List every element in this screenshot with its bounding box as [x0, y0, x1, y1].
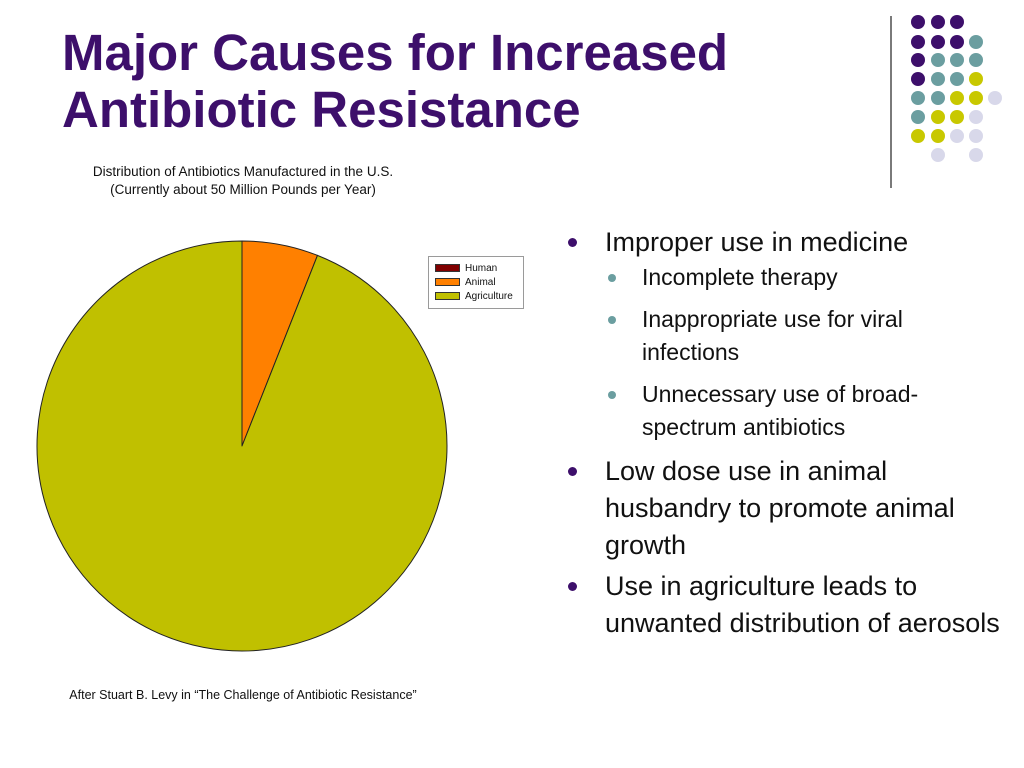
sub-bullet-incomplete-therapy: Incomplete therapy: [605, 261, 1005, 294]
decorative-dot: [950, 129, 964, 143]
bullet-dot-icon: [568, 467, 577, 476]
decorative-dot: [950, 53, 964, 67]
decorative-dot: [911, 110, 925, 124]
sub-bullet-text: Inappropriate use for viral infections: [642, 306, 903, 365]
decorative-dot: [911, 15, 925, 29]
decorative-dot: [988, 91, 1002, 105]
decorative-dot: [931, 129, 945, 143]
decorative-dot: [911, 53, 925, 67]
decorative-dot: [969, 72, 983, 86]
chart-title-line-1: Distribution of Antibiotics Manufactured…: [92, 164, 394, 179]
decorative-dot: [911, 72, 925, 86]
decorative-dot: [969, 129, 983, 143]
legend-swatch-human: [435, 264, 460, 272]
decorative-dot: [911, 91, 925, 105]
decorative-dot: [931, 110, 945, 124]
sub-bullet-viral-infections: Inappropriate use for viral infections: [605, 303, 1005, 369]
decorative-dot: [950, 15, 964, 29]
legend-item-agriculture: Agriculture: [435, 289, 523, 303]
sub-bullet-broad-spectrum: Unnecessary use of broad-spectrum antibi…: [605, 378, 1005, 444]
decorative-divider-line: [890, 16, 892, 188]
decorative-dot: [931, 35, 945, 49]
decorative-dot: [911, 129, 925, 143]
chart-source-note: After Stuart B. Levy in “The Challenge o…: [69, 688, 417, 702]
decorative-dot: [931, 15, 945, 29]
bullet-text: Improper use in medicine: [605, 227, 909, 257]
decorative-dot: [931, 72, 945, 86]
chart-legend: Human Animal Agriculture: [428, 256, 524, 309]
legend-label-human: Human: [465, 262, 498, 274]
legend-label-animal: Animal: [465, 276, 496, 288]
legend-label-agriculture: Agriculture: [465, 290, 513, 302]
sub-bullet-list: Incomplete therapy Inappropriate use for…: [605, 261, 1005, 444]
legend-item-human: Human: [435, 261, 523, 275]
legend-swatch-agriculture: [435, 292, 460, 300]
chart-title: Distribution of Antibiotics Manufactured…: [38, 163, 448, 199]
decorative-dot: [969, 91, 983, 105]
sub-bullet-text: Unnecessary use of broad-spectrum antibi…: [642, 381, 919, 440]
chart-title-line-2: (Currently about 50 Million Pounds per Y…: [110, 182, 376, 197]
bullet-text: Low dose use in animal husbandry to prom…: [605, 456, 955, 560]
decorative-dot: [931, 148, 945, 162]
sub-bullet-dot-icon: [608, 316, 616, 324]
decorative-dot: [950, 91, 964, 105]
decorative-dot: [969, 35, 983, 49]
pie-slice-agriculture: [36, 240, 448, 652]
bullet-agriculture-aerosols: Use in agriculture leads to unwanted dis…: [565, 568, 1005, 642]
bullet-improper-use: Improper use in medicine Incomplete ther…: [565, 224, 1005, 444]
decorative-dot: [911, 35, 925, 49]
sub-bullet-text: Incomplete therapy: [642, 264, 838, 290]
sub-bullet-dot-icon: [608, 274, 616, 282]
slide-title-line-2: Antibiotic Resistance: [62, 81, 581, 138]
decorative-dot: [931, 53, 945, 67]
bullet-text: Use in agriculture leads to unwanted dis…: [605, 571, 1000, 638]
bullet-animal-husbandry: Low dose use in animal husbandry to prom…: [565, 453, 1005, 564]
decorative-dot: [950, 35, 964, 49]
decorative-dot: [969, 110, 983, 124]
legend-item-animal: Animal: [435, 275, 523, 289]
legend-swatch-animal: [435, 278, 460, 286]
pie-chart: [36, 240, 448, 652]
decorative-dot: [950, 110, 964, 124]
bullet-list: Improper use in medicine Incomplete ther…: [565, 224, 1005, 646]
bullet-dot-icon: [568, 582, 577, 591]
decorative-dot: [969, 53, 983, 67]
slide-title: Major Causes for Increased Antibiotic Re…: [62, 24, 852, 138]
slide-title-line-1: Major Causes for Increased: [62, 24, 729, 81]
sub-bullet-dot-icon: [608, 391, 616, 399]
decorative-dot: [969, 148, 983, 162]
bullet-dot-icon: [568, 238, 577, 247]
decorative-dot: [931, 91, 945, 105]
decorative-dot: [950, 72, 964, 86]
